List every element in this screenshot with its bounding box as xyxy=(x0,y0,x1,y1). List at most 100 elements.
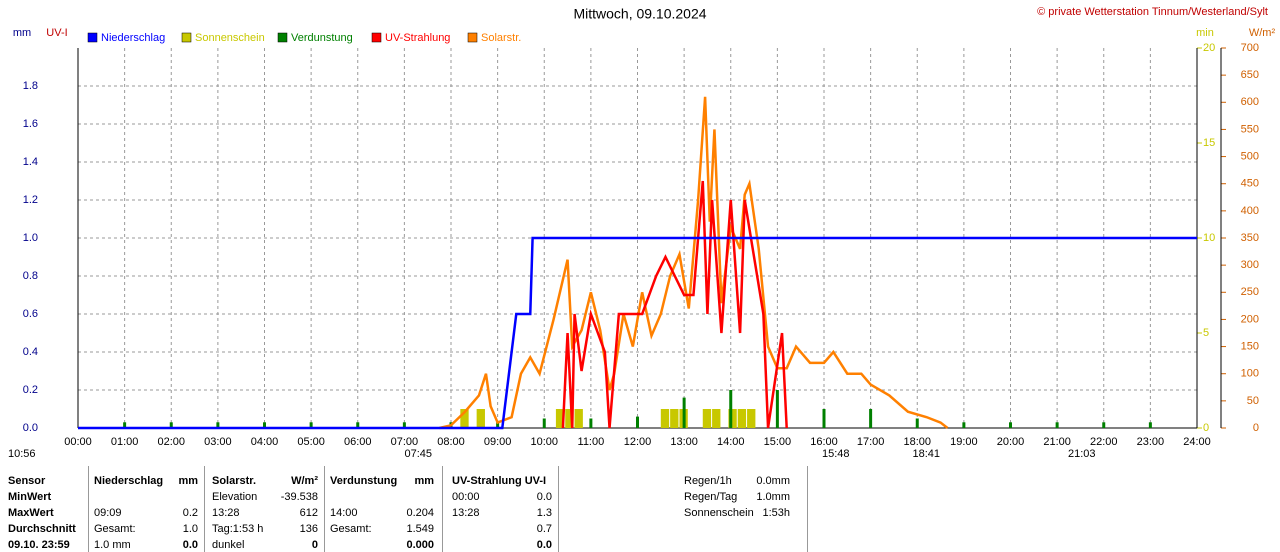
table-cell: 1.0 mm xyxy=(94,539,131,551)
table-cell: Niederschlag xyxy=(94,475,164,487)
x-tick-label: 23:00 xyxy=(1137,436,1165,448)
table-cell: UV-Strahlung UV-I xyxy=(452,475,547,487)
table-cell: 0.0 xyxy=(182,539,198,551)
x-tick-label: 24:00 xyxy=(1183,436,1211,448)
sunshine-bar xyxy=(565,409,574,428)
table-cell: Sonnenschein xyxy=(684,507,754,519)
y3-tick-label: 550 xyxy=(1241,123,1259,135)
y3-tick-label: 200 xyxy=(1241,313,1259,325)
x-tick-label: 09:00 xyxy=(484,436,512,448)
legend-label: Sonnenschein xyxy=(195,32,265,44)
separator xyxy=(204,466,205,552)
y3-tick-label: 250 xyxy=(1241,286,1259,298)
annotation: 07:45 xyxy=(404,448,432,460)
x-tick-label: 02:00 xyxy=(157,436,185,448)
credit: © private Wetterstation Tinnum/Westerlan… xyxy=(1037,6,1268,18)
separator xyxy=(807,466,808,552)
table-cell: 0.0mm xyxy=(756,475,790,487)
table-cell: 1.0 xyxy=(182,523,198,535)
x-tick-label: 01:00 xyxy=(111,436,139,448)
table-cell: 136 xyxy=(299,523,318,535)
y3-tick-label: 300 xyxy=(1241,259,1259,271)
sunshine-bar xyxy=(460,409,469,428)
table-cell: 0.2 xyxy=(182,507,198,519)
y-tick-label: 1.2 xyxy=(23,194,38,206)
table-cell: Elevation xyxy=(212,491,258,503)
legend-swatch xyxy=(277,32,288,43)
table-cell: 09.10. 23:59 xyxy=(8,539,70,551)
y-tick-label: 0.2 xyxy=(23,384,38,396)
table-cell: 00:00 xyxy=(452,491,480,503)
y-tick-label: 0.8 xyxy=(23,270,38,282)
table-cell: Solarstr. xyxy=(212,475,257,487)
table-cell: 0.0 xyxy=(536,539,552,551)
sunshine-bar xyxy=(476,409,485,428)
x-tick-label: 00:00 xyxy=(64,436,92,448)
y2-axis-label: min xyxy=(1196,27,1214,39)
x-tick-label: 20:00 xyxy=(997,436,1025,448)
legend-label: Solarstr. xyxy=(481,32,521,44)
y3-tick-label: 450 xyxy=(1241,178,1259,190)
annotation: 15:48 xyxy=(822,448,850,460)
sunshine-bar xyxy=(670,409,679,428)
series-line xyxy=(561,180,788,429)
separator xyxy=(558,466,559,552)
y3-tick-label: 600 xyxy=(1241,96,1259,108)
table-cell: 13:28 xyxy=(452,507,480,519)
legend-swatch xyxy=(467,32,478,43)
table-cell: -39.538 xyxy=(280,491,318,503)
table-cell: mm xyxy=(414,475,434,487)
table-cell: 1.549 xyxy=(406,523,434,535)
x-tick-label: 21:00 xyxy=(1043,436,1071,448)
x-tick-label: 16:00 xyxy=(810,436,838,448)
sunshine-bar xyxy=(702,409,712,428)
annotation: 10:56 xyxy=(8,448,36,460)
sunshine-bar xyxy=(728,409,737,428)
y3-tick-label: 400 xyxy=(1241,205,1259,217)
separator xyxy=(324,466,325,552)
table-cell: MaxWert xyxy=(8,507,54,519)
table-cell: dunkel xyxy=(212,539,245,551)
table-cell: 13:28 xyxy=(212,507,240,519)
x-tick-label: 12:00 xyxy=(624,436,652,448)
table-cell: Regen/Tag xyxy=(684,491,738,503)
x-tick-label: 06:00 xyxy=(344,436,372,448)
legend-label: Verdunstung xyxy=(291,32,353,44)
sunshine-bar xyxy=(747,409,756,428)
legend-label: Niederschlag xyxy=(101,32,165,44)
x-tick-label: 03:00 xyxy=(204,436,232,448)
y2-tick-label: 20 xyxy=(1203,42,1215,54)
table-cell: MinWert xyxy=(8,491,52,503)
y-tick-label: 1.4 xyxy=(23,156,38,168)
y-tick-label: 1.6 xyxy=(23,118,38,130)
sunshine-bar xyxy=(555,409,565,428)
y3-tick-label: 0 xyxy=(1253,422,1259,434)
x-tick-label: 22:00 xyxy=(1090,436,1118,448)
x-tick-label: 13:00 xyxy=(670,436,698,448)
table-cell: Tag:1:53 h xyxy=(212,523,264,535)
legend-swatch xyxy=(371,32,382,43)
x-tick-label: 19:00 xyxy=(950,436,978,448)
table-cell: Durchschnitt xyxy=(8,523,76,535)
y-axis-label: UV-I xyxy=(46,27,67,39)
series-line xyxy=(78,236,1197,430)
y3-tick-label: 650 xyxy=(1241,69,1259,81)
x-tick-label: 10:00 xyxy=(530,436,558,448)
legend-label: UV-Strahlung xyxy=(385,32,450,44)
y3-tick-label: 50 xyxy=(1247,395,1259,407)
table-cell: Sensor xyxy=(8,475,46,487)
separator xyxy=(88,466,89,552)
y-axis-label: mm xyxy=(13,27,31,39)
x-tick-label: 15:00 xyxy=(764,436,792,448)
x-tick-label: 11:00 xyxy=(578,436,605,448)
table-cell: W/m² xyxy=(291,475,318,487)
x-tick-label: 14:00 xyxy=(717,436,745,448)
sunshine-bar xyxy=(712,409,721,428)
annotation: 21:03 xyxy=(1068,448,1096,460)
y3-tick-label: 700 xyxy=(1241,42,1259,54)
y-tick-label: 0.4 xyxy=(23,346,38,358)
table-cell: 09:09 xyxy=(94,507,122,519)
y-tick-label: 0.6 xyxy=(23,308,38,320)
y2-tick-label: 0 xyxy=(1203,422,1209,434)
y2-tick-label: 15 xyxy=(1203,137,1215,149)
